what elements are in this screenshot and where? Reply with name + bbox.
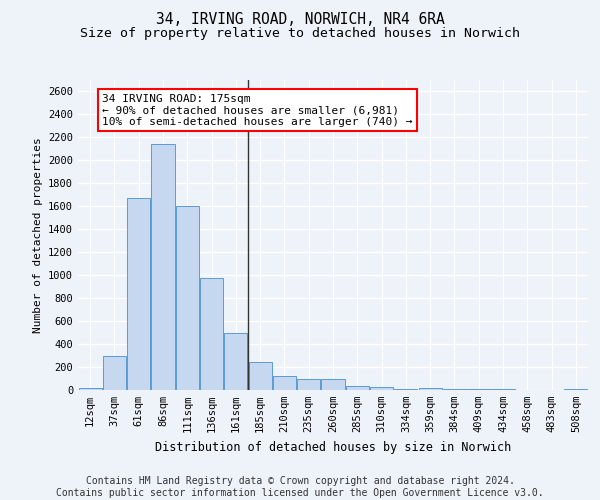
Bar xyxy=(467,389,490,390)
Bar xyxy=(297,378,320,390)
Bar xyxy=(103,356,126,390)
Bar xyxy=(346,386,369,390)
Bar xyxy=(224,332,247,390)
Text: Contains HM Land Registry data © Crown copyright and database right 2024.
Contai: Contains HM Land Registry data © Crown c… xyxy=(56,476,544,498)
Bar xyxy=(419,388,442,390)
Y-axis label: Number of detached properties: Number of detached properties xyxy=(32,137,43,333)
Text: Size of property relative to detached houses in Norwich: Size of property relative to detached ho… xyxy=(80,28,520,40)
X-axis label: Distribution of detached houses by size in Norwich: Distribution of detached houses by size … xyxy=(155,440,511,454)
Bar xyxy=(176,206,199,390)
Bar xyxy=(394,389,418,390)
Bar xyxy=(248,362,272,390)
Text: 34, IRVING ROAD, NORWICH, NR4 6RA: 34, IRVING ROAD, NORWICH, NR4 6RA xyxy=(155,12,445,28)
Bar xyxy=(200,278,223,390)
Bar xyxy=(443,389,466,390)
Bar xyxy=(370,388,393,390)
Bar xyxy=(127,198,150,390)
Bar xyxy=(151,144,175,390)
Text: 34 IRVING ROAD: 175sqm
← 90% of detached houses are smaller (6,981)
10% of semi-: 34 IRVING ROAD: 175sqm ← 90% of detached… xyxy=(102,94,413,127)
Bar xyxy=(79,388,101,390)
Bar xyxy=(322,378,344,390)
Bar xyxy=(273,376,296,390)
